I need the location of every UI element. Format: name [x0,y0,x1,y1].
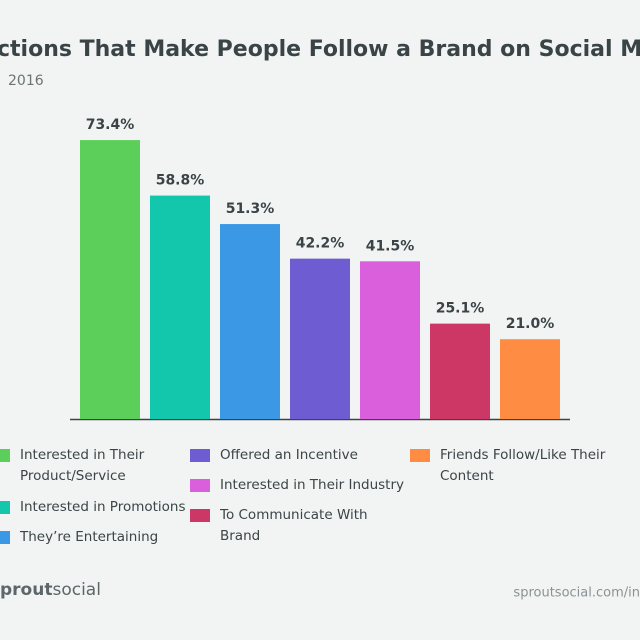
legend-label: Interested in Their Product/Service [20,447,145,484]
bar [500,339,560,419]
logo: proutsocial [0,580,101,600]
value-label: 73.4% [86,117,135,133]
value-label: 42.2% [296,236,345,252]
logo-bold: prout [0,580,52,600]
source: sproutsocial.com/in [513,586,640,601]
bar [290,258,350,419]
legend-swatch [0,501,10,514]
legend-label: Interested in Promotions [20,499,186,515]
legend-label: They’re Entertaining [20,529,159,545]
bar [430,323,490,419]
bar [80,140,140,419]
value-label: 21.0% [506,316,555,332]
legend-label: To Communicate With Brand [220,507,368,544]
legend-swatch [190,449,210,462]
legend-swatch [190,479,210,492]
value-label: 41.5% [366,238,415,254]
bar [220,224,280,419]
value-label: 51.3% [226,201,275,217]
chart-subtitle: 2016 [8,73,44,89]
value-label: 58.8% [156,173,205,189]
logo-light: social [52,580,100,600]
value-label: 25.1% [436,301,485,317]
chart-title: ctions That Make People Follow a Brand o… [0,37,640,62]
bar [150,195,210,419]
bar [360,261,420,419]
legend-swatch [410,449,430,462]
legend-swatch [0,449,10,462]
legend-label: Interested in Their Industry [220,477,405,493]
legend-swatch [190,509,210,522]
legend-swatch [0,531,10,544]
legend-label: Offered an Incentive [220,447,358,463]
legend-label: Friends Follow/Like Their Content [440,447,606,484]
